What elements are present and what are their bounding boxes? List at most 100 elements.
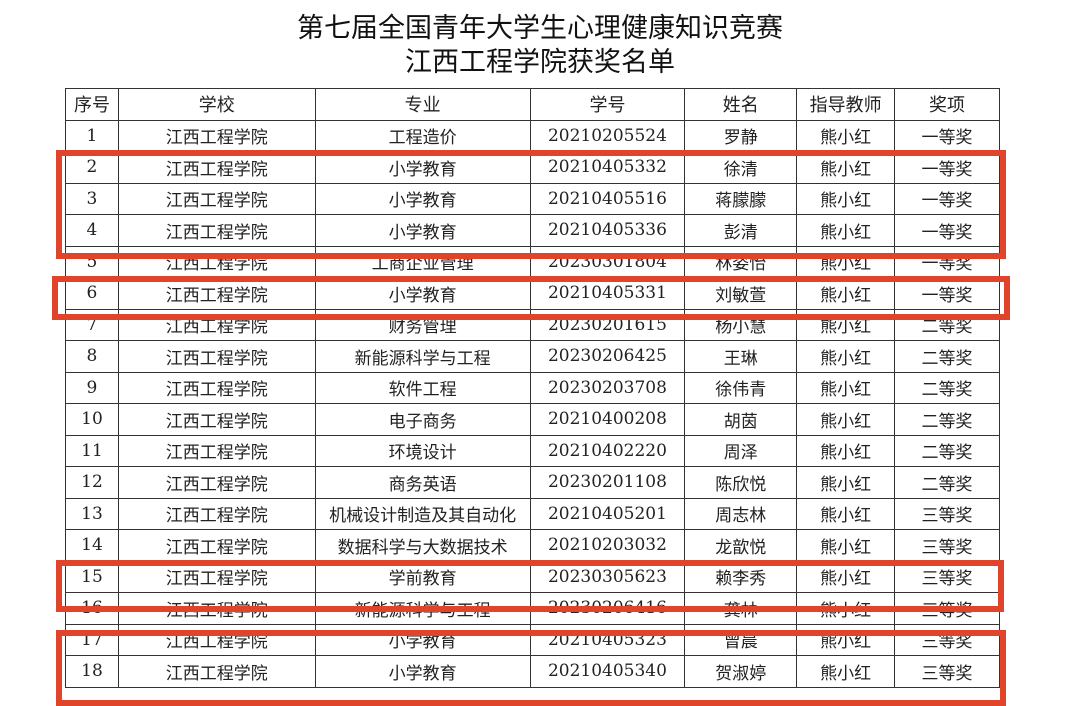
table-cell: 二等奖 — [894, 340, 1000, 373]
highlight-box — [56, 560, 1004, 612]
table-cell: 8 — [65, 340, 119, 373]
table-cell: 龙歆悦 — [684, 529, 798, 562]
table-cell: 熊小红 — [796, 466, 896, 499]
table-cell: 胡茵 — [684, 403, 798, 436]
table-cell: 林姿怡 — [684, 245, 798, 278]
table-cell: 熊小红 — [796, 308, 896, 341]
table-cell: 熊小红 — [796, 434, 896, 467]
table-cell: 熊小红 — [796, 340, 896, 373]
table-cell: 江西工程学院 — [117, 529, 316, 562]
table-cell: 陈欣悦 — [684, 466, 798, 499]
table-row: 18 江西工程学院 小学教育 20210405340 贺淑婷 熊小红 三等奖 — [65, 655, 1000, 688]
table-cell: 一等奖 — [894, 119, 1000, 152]
table-cell: 江西工程学院 — [117, 151, 316, 184]
table-header: 序号 学校 专业 学号 姓名 指导教师 奖项 — [65, 88, 1000, 121]
table-cell: 20210405340 — [529, 655, 686, 688]
table-cell: 13 — [65, 497, 119, 530]
table-cell: 20230201108 — [529, 466, 686, 499]
table-cell: 20230206425 — [529, 340, 686, 373]
table-cell: 周志林 — [684, 497, 798, 530]
table-cell: 二等奖 — [894, 434, 1000, 467]
table-cell: 江西工程学院 — [117, 403, 316, 436]
table-cell: 一等奖 — [894, 277, 1000, 310]
table-cell: 1 — [65, 119, 119, 152]
table-cell: 机械设计制造及其自动化 — [314, 497, 531, 530]
table-cell: 熊小红 — [796, 497, 896, 530]
table-cell: 数据科学与大数据技术 — [314, 529, 531, 562]
table-cell: 工程造价 — [314, 119, 531, 152]
highlight-box — [56, 150, 1006, 259]
table-cell: 20210405336 — [529, 214, 686, 247]
table-cell: 4 — [65, 214, 119, 247]
table-cell: 电子商务 — [314, 403, 531, 436]
table-cell: 罗静 — [684, 119, 798, 152]
table-row: 13 江西工程学院 机械设计制造及其自动化 20210405201 周志林 熊小红 三等奖 — [65, 497, 1000, 530]
table-cell: 贺淑婷 — [684, 655, 798, 688]
table-cell: 熊小红 — [796, 403, 896, 436]
table-cell: 5 — [65, 245, 119, 278]
table-cell: 三等奖 — [894, 529, 1000, 562]
table-cell: 新能源科学与工程 — [314, 340, 531, 373]
table-cell: 刘敏萱 — [684, 277, 798, 310]
table-cell: 20210203032 — [529, 529, 686, 562]
table-cell: 江西工程学院 — [117, 466, 316, 499]
document-title: 第七届全国青年大学生心理健康知识竞赛 — [297, 13, 783, 44]
table-cell: 软件工程 — [314, 371, 531, 404]
table-row: 10 江西工程学院 电子商务 20210400208 胡茵 熊小红 二等奖 — [65, 403, 1000, 436]
table-cell: 20210405201 — [529, 497, 686, 530]
document-subtitle: 江西工程学院获奖名单 — [405, 47, 675, 78]
table-row: 12 江西工程学院 商务英语 20230201108 陈欣悦 熊小红 二等奖 — [65, 466, 1000, 499]
table-cell: 财务管理 — [314, 308, 531, 341]
table-row: 1 江西工程学院 工程造价 20210205524 罗静 熊小红 一等奖 — [65, 119, 1000, 152]
table-cell: 二等奖 — [894, 371, 1000, 404]
table-cell: 20230203708 — [529, 371, 686, 404]
table-cell: 小学教育 — [314, 655, 531, 688]
table-cell: 江西工程学院 — [117, 623, 316, 656]
table-cell: 20230301804 — [529, 245, 686, 278]
table-cell: 11 — [65, 434, 119, 467]
table-cell: 王琳 — [684, 340, 798, 373]
table-cell: 一等奖 — [894, 182, 1000, 215]
highlight-box — [52, 276, 1010, 320]
table-cell: 二等奖 — [894, 308, 1000, 341]
table-cell: 熊小红 — [796, 371, 896, 404]
table-row: 8 江西工程学院 新能源科学与工程 20230206425 王琳 熊小红 二等奖 — [65, 340, 1000, 373]
table-cell: 20210402220 — [529, 434, 686, 467]
column-header: 专业 — [314, 88, 531, 121]
column-header: 奖项 — [894, 88, 1000, 121]
table-cell: 20210405331 — [529, 277, 686, 310]
table-cell: 周泽 — [684, 434, 798, 467]
highlight-box — [56, 630, 1006, 706]
table-cell: 江西工程学院 — [117, 497, 316, 530]
table-cell: 江西工程学院 — [117, 655, 316, 688]
table-cell: 江西工程学院 — [117, 308, 316, 341]
table-cell: 江西工程学院 — [117, 434, 316, 467]
table-cell: 20210405516 — [529, 182, 686, 215]
table-cell: 徐伟青 — [684, 371, 798, 404]
table-cell: 18 — [65, 655, 119, 688]
table-cell: 江西工程学院 — [117, 119, 316, 152]
table-cell: 工商企业管理 — [314, 245, 531, 278]
table-cell: 小学教育 — [314, 214, 531, 247]
column-header: 姓名 — [684, 88, 798, 121]
table-cell: 12 — [65, 466, 119, 499]
column-header: 学号 — [529, 88, 686, 121]
table-cell: 10 — [65, 403, 119, 436]
table-cell: 小学教育 — [314, 151, 531, 184]
table-cell: 熊小红 — [796, 277, 896, 310]
table-row: 11 江西工程学院 环境设计 20210402220 周泽 熊小红 二等奖 — [65, 434, 1000, 467]
table-cell: 二等奖 — [894, 403, 1000, 436]
table-cell: 20210400208 — [529, 403, 686, 436]
table-cell: 9 — [65, 371, 119, 404]
table-cell: 熊小红 — [796, 529, 896, 562]
table-row: 14 江西工程学院 数据科学与大数据技术 20210203032 龙歆悦 熊小红 三等奖 — [65, 529, 1000, 562]
table-row: 9 江西工程学院 软件工程 20230203708 徐伟青 熊小红 二等奖 — [65, 371, 1000, 404]
table-cell: 商务英语 — [314, 466, 531, 499]
table-cell: 熊小红 — [796, 214, 896, 247]
table-cell: 江西工程学院 — [117, 340, 316, 373]
table-cell: 二等奖 — [894, 466, 1000, 499]
table-cell: 3 — [65, 182, 119, 215]
table-cell: 熊小红 — [796, 623, 896, 656]
table-cell: 熊小红 — [796, 151, 896, 184]
column-header: 学校 — [117, 88, 316, 121]
